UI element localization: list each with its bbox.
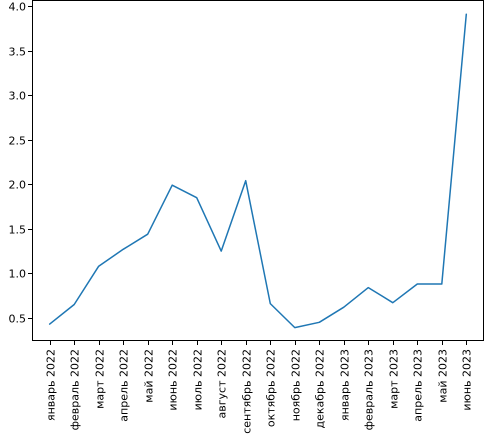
x-tick-label: июнь 2023 [461,349,474,411]
x-tick-label: апрель 2022 [118,349,131,422]
x-tick-label: декабрь 2022 [314,349,327,429]
x-tick-label: январь 2022 [45,349,58,421]
y-tick-label: 3.5 [9,46,27,59]
y-tick-label: 1.5 [9,224,27,237]
x-tick-label: ноябрь 2022 [290,349,303,421]
x-tick-label: февраль 2023 [363,349,376,430]
x-tick-label: май 2022 [143,349,156,403]
x-tick-label: май 2023 [437,349,450,403]
x-tick-label: июнь 2022 [167,349,180,411]
x-tick-label: март 2023 [388,349,401,409]
y-tick-label: 0.5 [9,313,27,326]
y-tick-label: 3.0 [9,90,27,103]
x-tick-label: январь 2023 [339,349,352,421]
y-axis: 0.5 1.0 1.5 2.0 2.5 3.0 3.5 4.0 [9,1,32,326]
x-axis: январь 2022 февраль 2022 март 2022 апрель 2… [45,341,474,434]
y-tick-label: 4.0 [9,1,27,14]
plot-frame [32,0,484,341]
x-tick-label: февраль 2022 [69,349,82,430]
y-tick-label: 2.0 [9,179,27,192]
x-tick-label: октябрь 2022 [265,349,278,427]
y-tick-label: 2.5 [9,135,27,148]
x-tick-label: август 2022 [216,349,229,418]
y-tick-label: 1.0 [9,268,27,281]
x-tick-label: сентябрь 2022 [241,349,254,434]
series-layer [48,13,468,329]
plot-border [32,0,484,341]
x-tick-label: март 2022 [94,349,107,409]
series-line [48,13,468,329]
x-tick-label: апрель 2023 [412,349,425,422]
x-tick-label: июль 2022 [192,349,205,410]
